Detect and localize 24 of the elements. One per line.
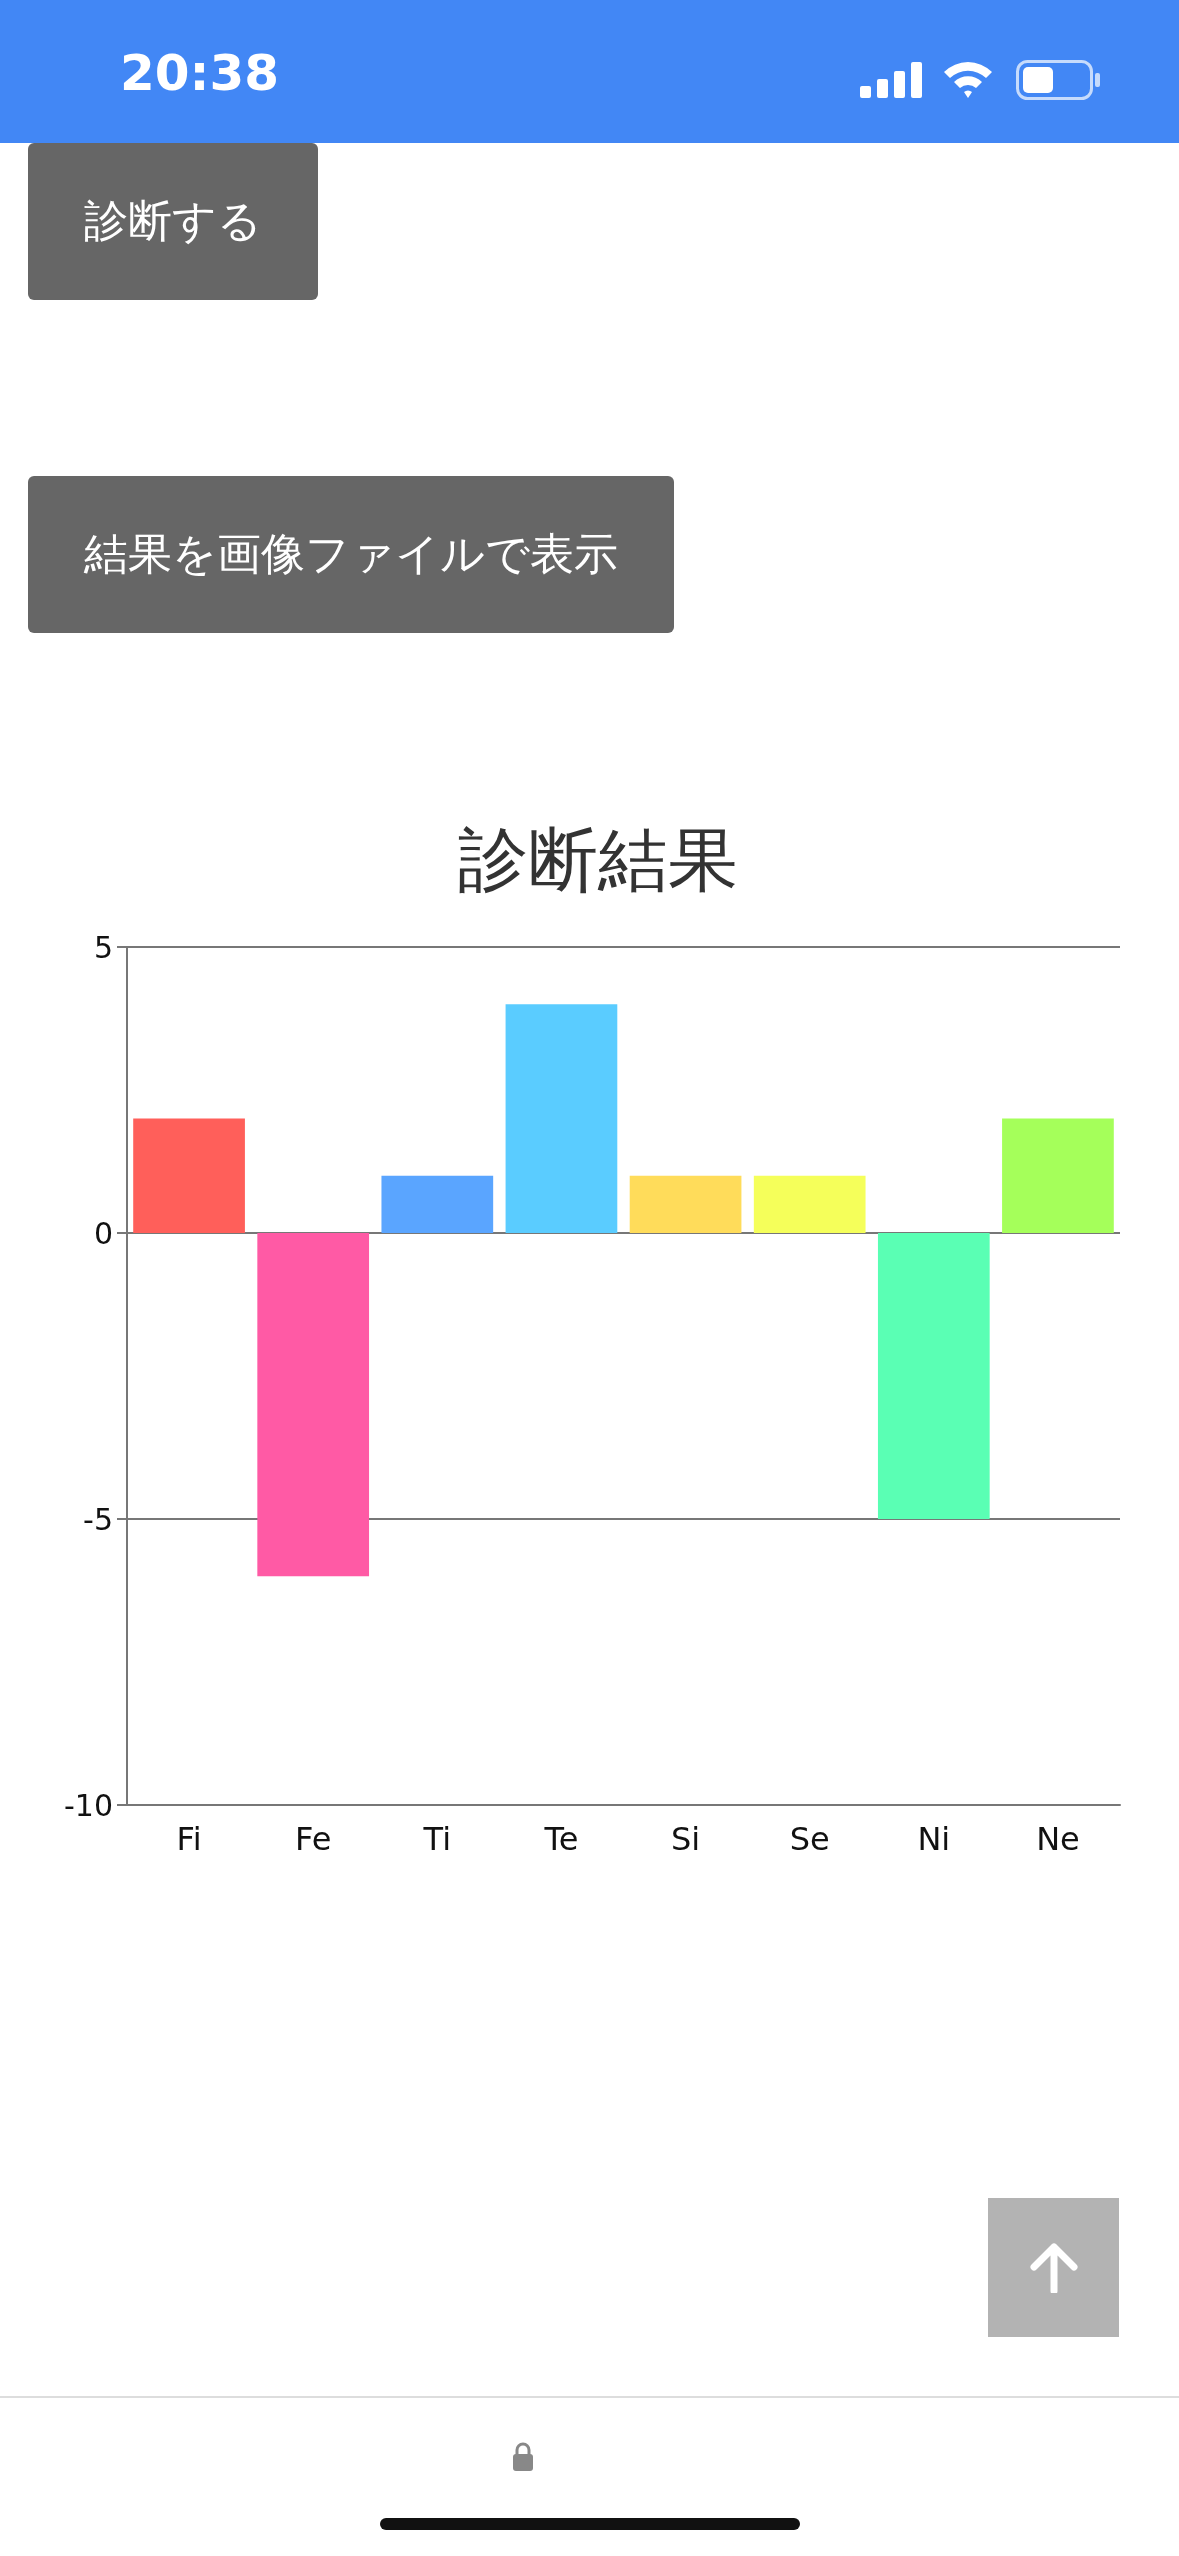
- x-tick-label: Si: [670, 1820, 701, 1858]
- text: 20:38: [120, 44, 280, 102]
- bar: [753, 1175, 866, 1233]
- bar: [877, 1233, 990, 1519]
- bar: [133, 1118, 245, 1233]
- x-tick-label: Se: [789, 1820, 830, 1858]
- x-tick-label: Te: [543, 1820, 579, 1858]
- bar: [381, 1175, 494, 1233]
- x-tick-label: Ti: [422, 1820, 452, 1858]
- text: 診断する: [28, 143, 318, 300]
- text: 結果を画像ファイルで表示: [28, 476, 674, 633]
- y-tick-label: -5: [83, 1501, 113, 1537]
- x-tick-label: Ne: [1036, 1820, 1080, 1858]
- chart-title: 診断結果: [457, 819, 738, 901]
- y-tick-label: 0: [93, 1215, 113, 1251]
- x-tick-label: Ni: [917, 1820, 951, 1858]
- x-tick-label: Fi: [176, 1820, 202, 1858]
- bar: [1002, 1118, 1114, 1233]
- y-tick-label: 5: [93, 929, 113, 965]
- bar: [257, 1233, 370, 1577]
- x-tick-label: Fe: [295, 1820, 332, 1858]
- bar: [505, 1004, 618, 1233]
- bar: [629, 1175, 742, 1233]
- y-tick-label: -10: [64, 1787, 113, 1823]
